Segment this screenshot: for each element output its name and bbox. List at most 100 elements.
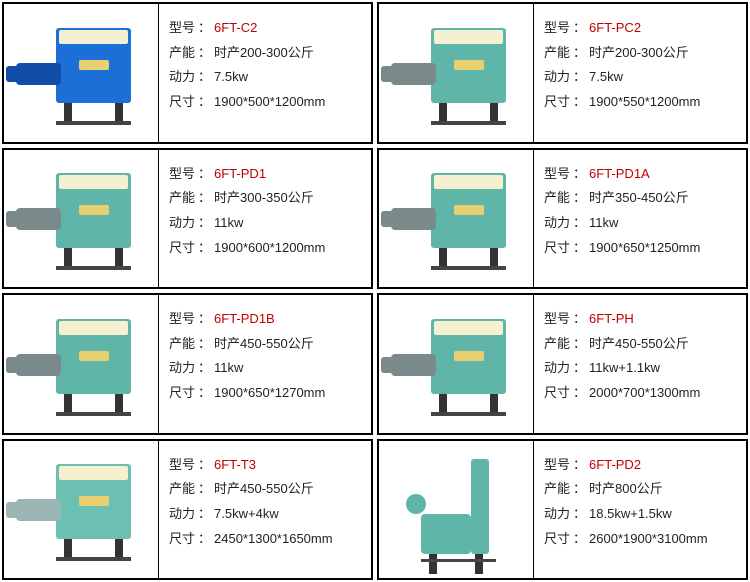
- product-cell: 型号：6FT-PD2产能：时产800公斤动力：18.5kw+1.5kw尺寸：26…: [377, 439, 748, 581]
- capacity-label: 产能: [169, 186, 195, 211]
- product-image: [379, 441, 534, 579]
- power-label: 动力: [169, 356, 195, 381]
- capacity-value: 时产200-300公斤: [589, 41, 689, 66]
- colon: ：: [195, 527, 214, 552]
- capacity-label: 产能: [169, 477, 195, 502]
- colon: ：: [570, 527, 589, 552]
- size-value: 1900*600*1200mm: [214, 236, 325, 261]
- colon: ：: [570, 65, 589, 90]
- capacity-value: 时产450-550公斤: [214, 477, 314, 502]
- size-label: 尺寸: [544, 527, 570, 552]
- colon: ：: [570, 16, 589, 41]
- colon: ：: [570, 236, 589, 261]
- product-grid: 型号：6FT-C2产能：时产200-300公斤动力：7.5kw尺寸：1900*5…: [0, 0, 750, 582]
- model-label: 型号: [169, 307, 195, 332]
- colon: ：: [195, 453, 214, 478]
- size-value: 2450*1300*1650mm: [214, 527, 333, 552]
- model-value: 6FT-T3: [214, 453, 256, 478]
- colon: ：: [570, 381, 589, 406]
- colon: ：: [570, 162, 589, 187]
- power-value: 18.5kw+1.5kw: [589, 502, 672, 527]
- size-label: 尺寸: [544, 236, 570, 261]
- capacity-value: 时产800公斤: [589, 477, 663, 502]
- product-cell: 型号：6FT-PD1B产能：时产450-550公斤动力：11kw尺寸：1900*…: [2, 293, 373, 435]
- power-value: 7.5kw+4kw: [214, 502, 279, 527]
- size-label: 尺寸: [169, 90, 195, 115]
- model-label: 型号: [544, 162, 570, 187]
- model-label: 型号: [169, 162, 195, 187]
- product-cell: 型号：6FT-PD1产能：时产300-350公斤动力：11kw尺寸：1900*6…: [2, 148, 373, 290]
- power-label: 动力: [169, 211, 195, 236]
- colon: ：: [570, 502, 589, 527]
- capacity-value: 时产350-450公斤: [589, 186, 689, 211]
- power-value: 7.5kw: [589, 65, 623, 90]
- power-value: 11kw: [214, 356, 243, 381]
- colon: ：: [195, 65, 214, 90]
- colon: ：: [570, 211, 589, 236]
- colon: ：: [570, 332, 589, 357]
- capacity-value: 时产450-550公斤: [214, 332, 314, 357]
- product-image: [4, 441, 159, 579]
- power-value: 11kw: [589, 211, 618, 236]
- capacity-value: 时产300-350公斤: [214, 186, 314, 211]
- model-label: 型号: [544, 307, 570, 332]
- product-image: [4, 295, 159, 433]
- colon: ：: [195, 211, 214, 236]
- power-label: 动力: [544, 502, 570, 527]
- colon: ：: [195, 186, 214, 211]
- colon: ：: [195, 162, 214, 187]
- model-value: 6FT-PD1A: [589, 162, 650, 187]
- power-value: 11kw+1.1kw: [589, 356, 660, 381]
- colon: ：: [195, 381, 214, 406]
- colon: ：: [570, 356, 589, 381]
- size-label: 尺寸: [169, 236, 195, 261]
- capacity-value: 时产200-300公斤: [214, 41, 314, 66]
- model-label: 型号: [544, 16, 570, 41]
- product-cell: 型号：6FT-T3产能：时产450-550公斤动力：7.5kw+4kw尺寸：24…: [2, 439, 373, 581]
- colon: ：: [195, 307, 214, 332]
- size-value: 1900*650*1270mm: [214, 381, 325, 406]
- capacity-label: 产能: [169, 41, 195, 66]
- colon: ：: [195, 332, 214, 357]
- capacity-label: 产能: [169, 332, 195, 357]
- product-specs: 型号：6FT-T3产能：时产450-550公斤动力：7.5kw+4kw尺寸：24…: [159, 441, 371, 579]
- power-label: 动力: [169, 65, 195, 90]
- model-label: 型号: [169, 16, 195, 41]
- size-label: 尺寸: [169, 527, 195, 552]
- size-label: 尺寸: [544, 90, 570, 115]
- power-label: 动力: [544, 211, 570, 236]
- capacity-label: 产能: [544, 477, 570, 502]
- product-cell: 型号：6FT-PH产能：时产450-550公斤动力：11kw+1.1kw尺寸：2…: [377, 293, 748, 435]
- model-value: 6FT-PH: [589, 307, 634, 332]
- product-specs: 型号：6FT-PC2产能：时产200-300公斤动力：7.5kw尺寸：1900*…: [534, 4, 746, 142]
- product-cell: 型号：6FT-C2产能：时产200-300公斤动力：7.5kw尺寸：1900*5…: [2, 2, 373, 144]
- size-label: 尺寸: [169, 381, 195, 406]
- product-specs: 型号：6FT-PD1B产能：时产450-550公斤动力：11kw尺寸：1900*…: [159, 295, 371, 433]
- capacity-label: 产能: [544, 41, 570, 66]
- size-value: 2600*1900*3100mm: [589, 527, 708, 552]
- power-value: 11kw: [214, 211, 243, 236]
- model-value: 6FT-PD2: [589, 453, 641, 478]
- size-value: 1900*650*1250mm: [589, 236, 700, 261]
- colon: ：: [195, 477, 214, 502]
- model-value: 6FT-PD1B: [214, 307, 275, 332]
- capacity-label: 产能: [544, 332, 570, 357]
- model-value: 6FT-C2: [214, 16, 257, 41]
- colon: ：: [195, 236, 214, 261]
- colon: ：: [195, 356, 214, 381]
- size-label: 尺寸: [544, 381, 570, 406]
- product-image: [4, 150, 159, 288]
- product-specs: 型号：6FT-PD2产能：时产800公斤动力：18.5kw+1.5kw尺寸：26…: [534, 441, 746, 579]
- product-specs: 型号：6FT-PD1产能：时产300-350公斤动力：11kw尺寸：1900*6…: [159, 150, 371, 288]
- colon: ：: [570, 477, 589, 502]
- model-label: 型号: [544, 453, 570, 478]
- capacity-value: 时产450-550公斤: [589, 332, 689, 357]
- model-value: 6FT-PC2: [589, 16, 641, 41]
- product-image: [379, 4, 534, 142]
- colon: ：: [570, 186, 589, 211]
- colon: ：: [570, 453, 589, 478]
- product-specs: 型号：6FT-PD1A产能：时产350-450公斤动力：11kw尺寸：1900*…: [534, 150, 746, 288]
- power-value: 7.5kw: [214, 65, 248, 90]
- colon: ：: [570, 307, 589, 332]
- product-specs: 型号：6FT-C2产能：时产200-300公斤动力：7.5kw尺寸：1900*5…: [159, 4, 371, 142]
